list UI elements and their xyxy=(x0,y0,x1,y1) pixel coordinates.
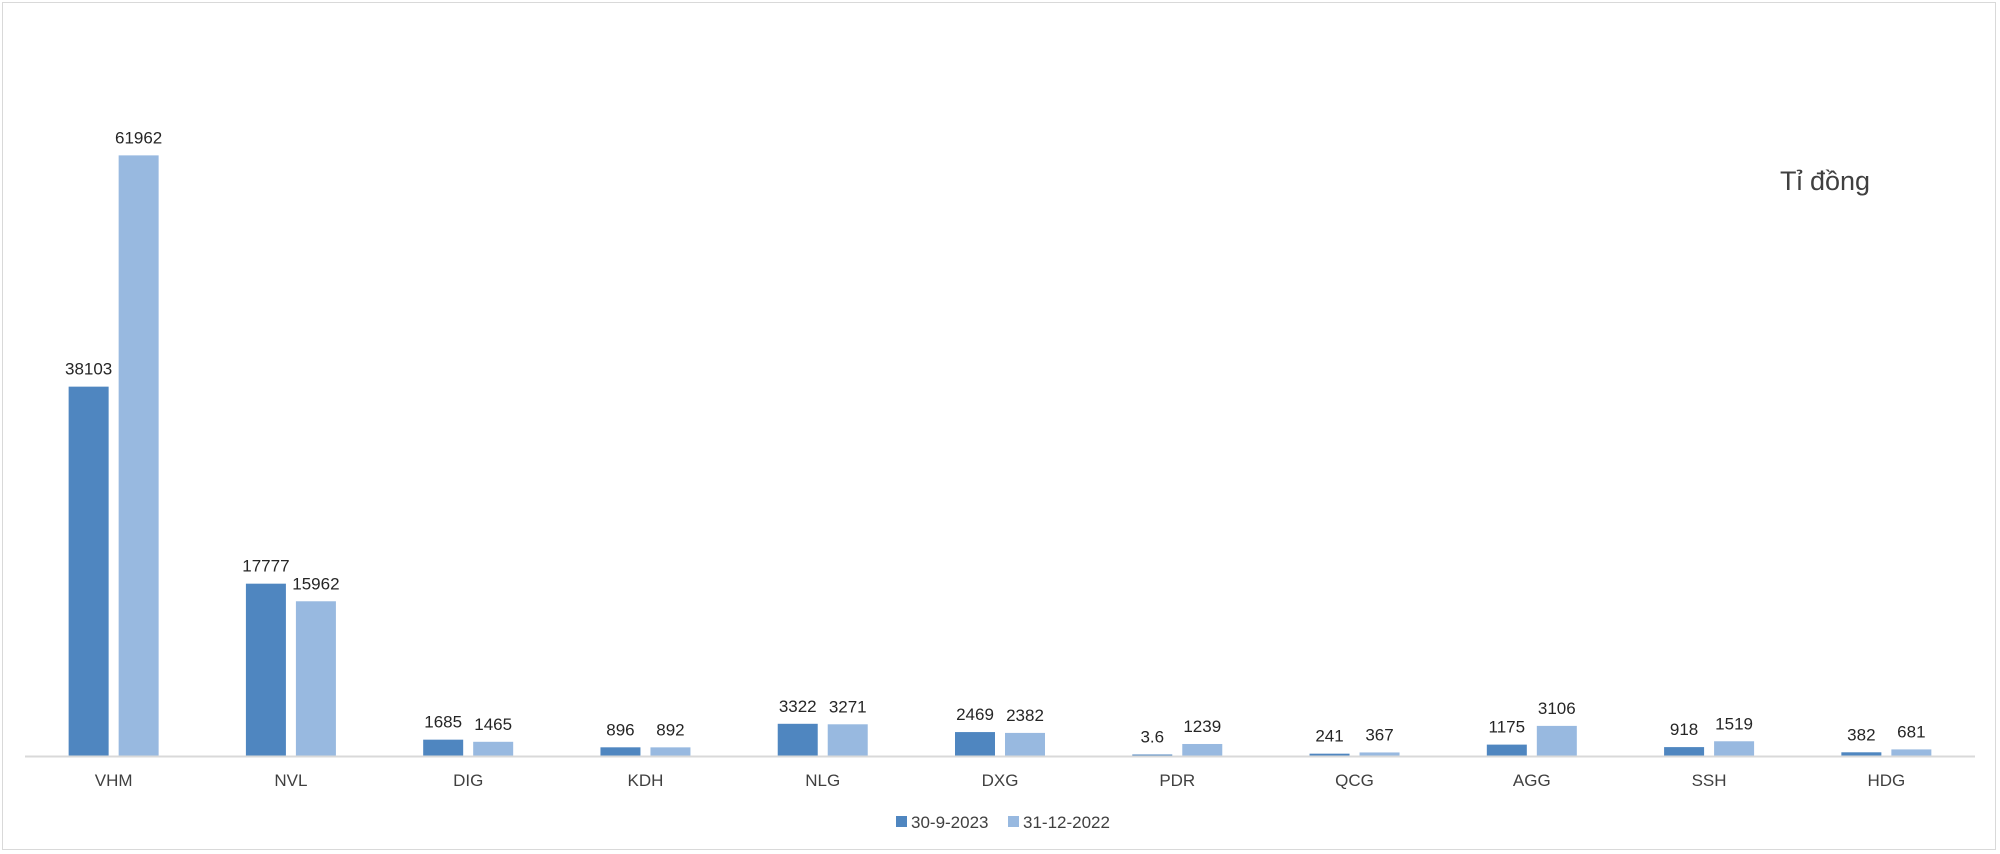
legend-label-series-2: 31-12-2022 xyxy=(1023,813,1110,832)
bar-qcg-series-2 xyxy=(1359,752,1400,756)
legend-swatch-series-2 xyxy=(1008,816,1019,827)
category-label-kdh: KDH xyxy=(628,771,664,790)
bar-nlg-series-1 xyxy=(777,723,818,756)
data-label-qcg-series-2: 367 xyxy=(1365,725,1393,744)
bar-dig-series-2 xyxy=(473,741,514,756)
bar-pdr-series-2 xyxy=(1182,743,1223,756)
data-label-kdh-series-1: 896 xyxy=(606,720,634,739)
bar-pdr-series-1 xyxy=(1132,754,1173,756)
bar-nvl-series-1 xyxy=(245,583,286,756)
legend: 30-9-2023 31-12-2022 xyxy=(896,813,1110,832)
data-label-vhm-series-1: 38103 xyxy=(65,360,112,379)
category-label-agg: AGG xyxy=(1513,771,1551,790)
bar-agg-series-1 xyxy=(1486,744,1527,756)
data-label-ssh-series-1: 918 xyxy=(1670,720,1698,739)
data-label-agg-series-1: 1175 xyxy=(1489,718,1526,737)
category-label-nlg: NLG xyxy=(805,771,840,790)
bar-vhm-series-2 xyxy=(118,155,159,757)
data-label-nvl-series-1: 17777 xyxy=(242,557,289,576)
category-label-qcg: QCG xyxy=(1335,771,1374,790)
bar-dxg-series-2 xyxy=(1005,732,1045,756)
data-label-nlg-series-2: 3271 xyxy=(829,697,867,716)
bar-ssh-series-1 xyxy=(1664,747,1705,756)
bar-nvl-series-2 xyxy=(295,601,336,756)
category-label-hdg: HDG xyxy=(1867,771,1905,790)
category-label-vhm: VHM xyxy=(95,771,133,790)
data-label-pdr-series-1: 3.6 xyxy=(1140,728,1164,747)
data-label-dxg-series-2: 2382 xyxy=(1006,706,1044,725)
bar-hdg-series-1 xyxy=(1841,752,1882,756)
bar-hdg-series-2 xyxy=(1891,749,1932,756)
category-labels-layer: VHM NVL DIG KDH NLG DXG PDR QCG AGG SSH HDG xyxy=(95,771,1906,790)
bar-qcg-series-1 xyxy=(1309,753,1350,756)
data-label-nvl-series-2: 15962 xyxy=(292,574,339,593)
data-label-dig-series-1: 1685 xyxy=(424,713,462,732)
legend-label-series-1: 30-9-2023 xyxy=(911,813,989,832)
data-label-agg-series-2: 3106 xyxy=(1538,699,1576,718)
bar-dxg-series-1 xyxy=(955,732,995,756)
data-label-ssh-series-2: 1519 xyxy=(1715,714,1753,733)
bar-kdh-series-2 xyxy=(650,747,691,756)
bar-dig-series-1 xyxy=(423,739,464,756)
data-label-nlg-series-1: 3322 xyxy=(779,697,817,716)
bar-nlg-series-2 xyxy=(827,724,868,756)
data-label-hdg-series-2: 681 xyxy=(1897,722,1925,741)
data-label-dxg-series-1: 2469 xyxy=(956,705,994,724)
bar-agg-series-2 xyxy=(1536,725,1577,756)
data-label-pdr-series-2: 1239 xyxy=(1183,717,1221,736)
category-label-dig: DIG xyxy=(453,771,483,790)
category-label-pdr: PDR xyxy=(1159,771,1195,790)
category-label-nvl: NVL xyxy=(274,771,307,790)
data-label-dig-series-2: 1465 xyxy=(474,715,512,734)
category-label-ssh: SSH xyxy=(1692,771,1727,790)
category-label-dxg: DXG xyxy=(982,771,1019,790)
data-label-vhm-series-2: 61962 xyxy=(115,128,162,147)
bar-vhm-series-1 xyxy=(68,386,109,756)
bar-kdh-series-1 xyxy=(600,747,641,756)
bar-ssh-series-2 xyxy=(1714,741,1755,756)
legend-swatch-series-1 xyxy=(896,816,907,827)
unit-label: Tỉ đồng xyxy=(1780,166,1870,196)
data-label-qcg-series-1: 241 xyxy=(1315,727,1343,746)
data-label-hdg-series-1: 382 xyxy=(1847,725,1875,744)
data-label-kdh-series-2: 892 xyxy=(656,720,684,739)
bars-layer xyxy=(68,155,1932,757)
